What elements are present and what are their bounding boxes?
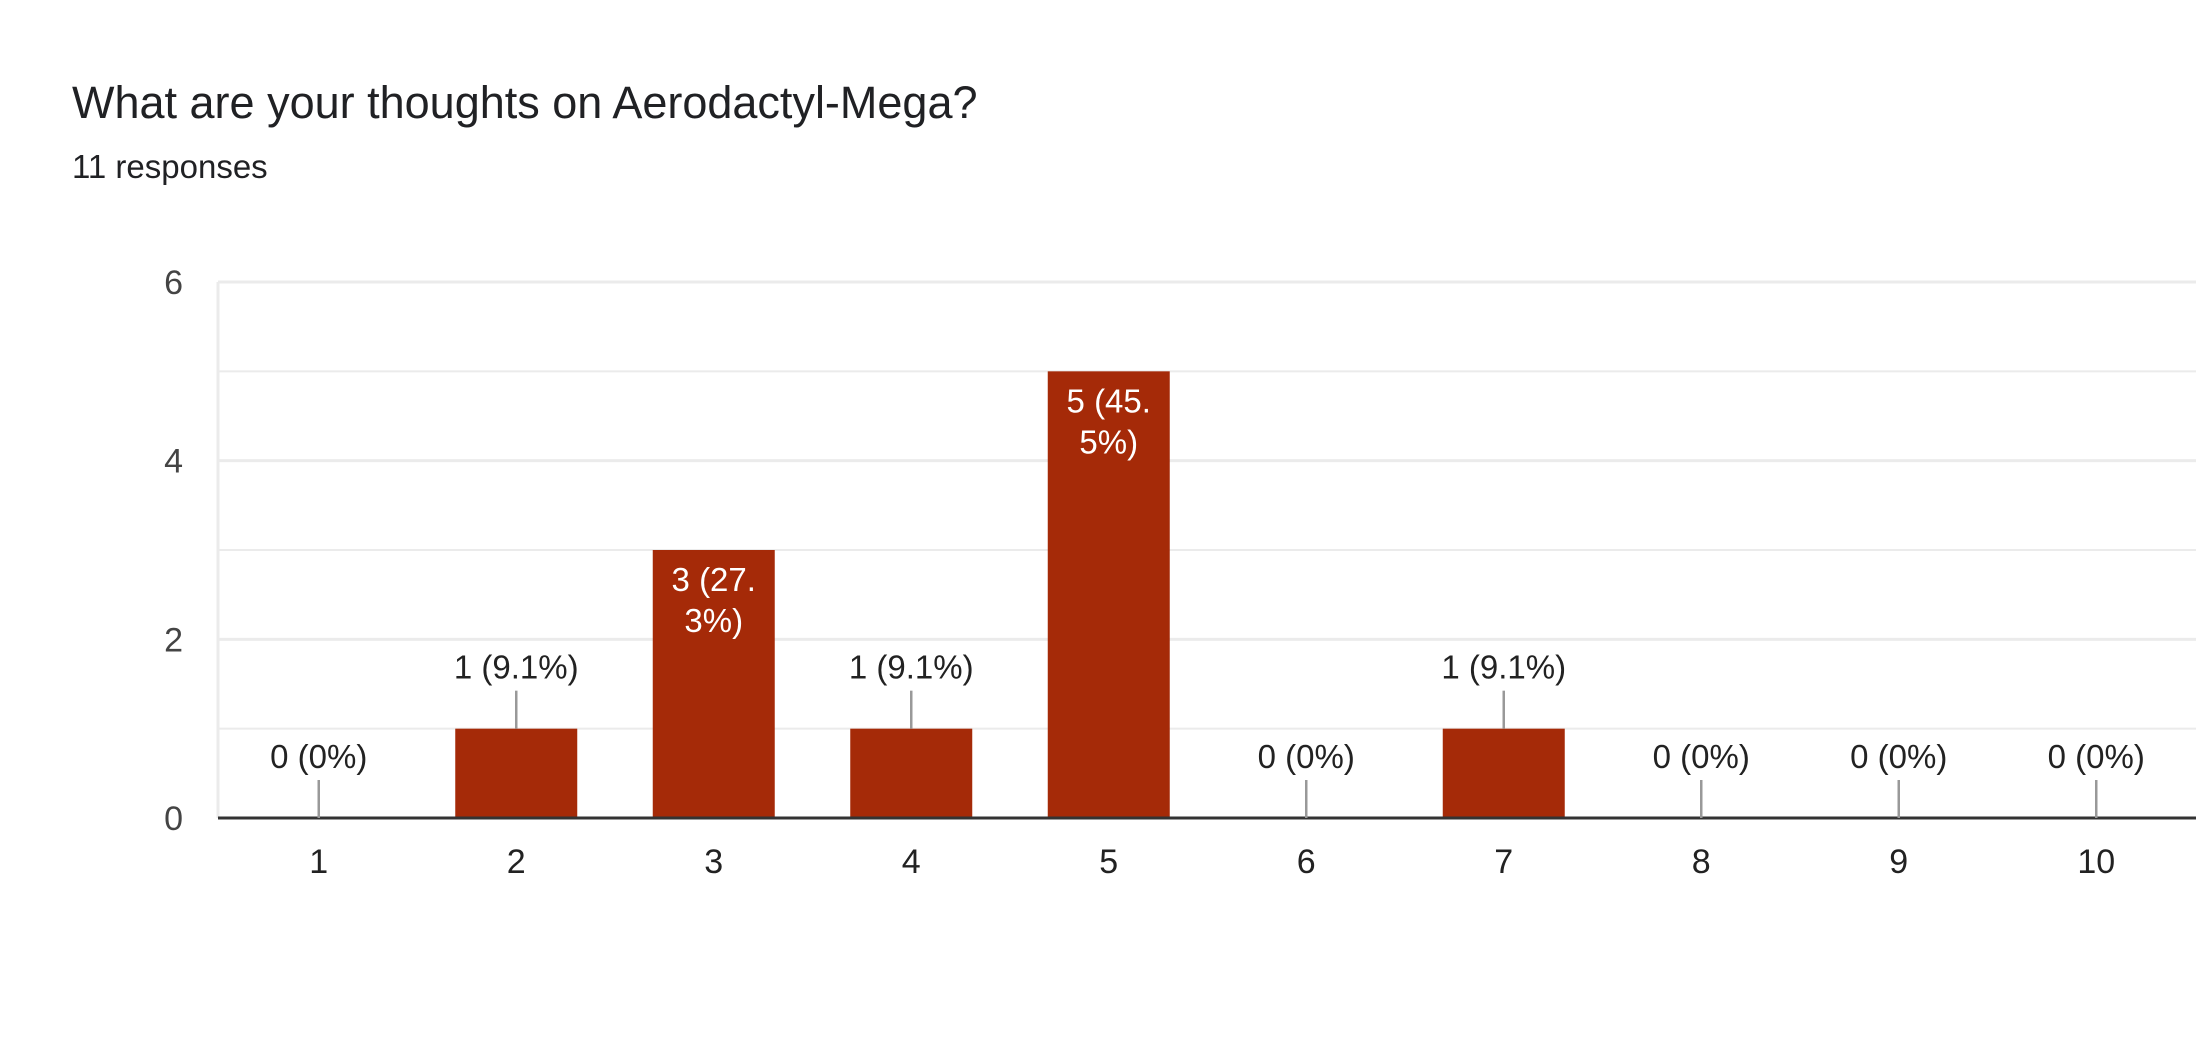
bars bbox=[455, 371, 1565, 818]
x-tick-label: 5 bbox=[1099, 843, 1118, 881]
data-label: 3%) bbox=[684, 602, 743, 639]
bar bbox=[455, 728, 578, 818]
data-label: 0 (0%) bbox=[2048, 738, 2145, 775]
data-label: 0 (0%) bbox=[1258, 738, 1355, 775]
x-tick-label: 6 bbox=[1297, 843, 1316, 881]
y-tick-label: 4 bbox=[164, 443, 183, 481]
data-labels: 0 (0%) 1 (9.1%) 3 (27. 3%) 1 (9.1%) 5 (45. 5%)… bbox=[270, 382, 2145, 818]
data-label: 1 (9.1%) bbox=[1441, 649, 1566, 686]
x-tick-label: 7 bbox=[1494, 843, 1513, 881]
bar bbox=[652, 550, 775, 818]
x-tick-label: 8 bbox=[1692, 843, 1711, 881]
x-tick-label: 3 bbox=[704, 843, 723, 881]
axes: 0 2 4 6 1 2 3 4 5 6 7 8 9 10 bbox=[164, 264, 2196, 881]
x-tick-label: 1 bbox=[309, 843, 328, 881]
x-tick-label: 10 bbox=[2077, 843, 2115, 881]
chart-title: What are your thoughts on Aerodactyl-Meg… bbox=[72, 77, 978, 128]
y-tick-label: 6 bbox=[164, 264, 183, 302]
x-tick-label: 2 bbox=[507, 843, 526, 881]
bar bbox=[1442, 728, 1565, 818]
data-label: 5 (45. bbox=[1067, 382, 1151, 419]
data-label: 5%) bbox=[1079, 423, 1138, 460]
data-label: 3 (27. bbox=[672, 561, 756, 598]
x-tick-label: 4 bbox=[902, 843, 921, 881]
data-label: 1 (9.1%) bbox=[454, 649, 579, 686]
y-tick-label: 0 bbox=[164, 800, 183, 838]
bar bbox=[1047, 371, 1170, 818]
data-label: 0 (0%) bbox=[1653, 738, 1750, 775]
y-tick-label: 2 bbox=[164, 621, 183, 659]
data-label: 0 (0%) bbox=[270, 738, 367, 775]
bar bbox=[850, 728, 973, 818]
response-count: 11 responses bbox=[72, 148, 268, 185]
x-tick-label: 9 bbox=[1889, 843, 1908, 881]
data-label: 0 (0%) bbox=[1850, 738, 1947, 775]
data-label: 1 (9.1%) bbox=[849, 649, 974, 686]
